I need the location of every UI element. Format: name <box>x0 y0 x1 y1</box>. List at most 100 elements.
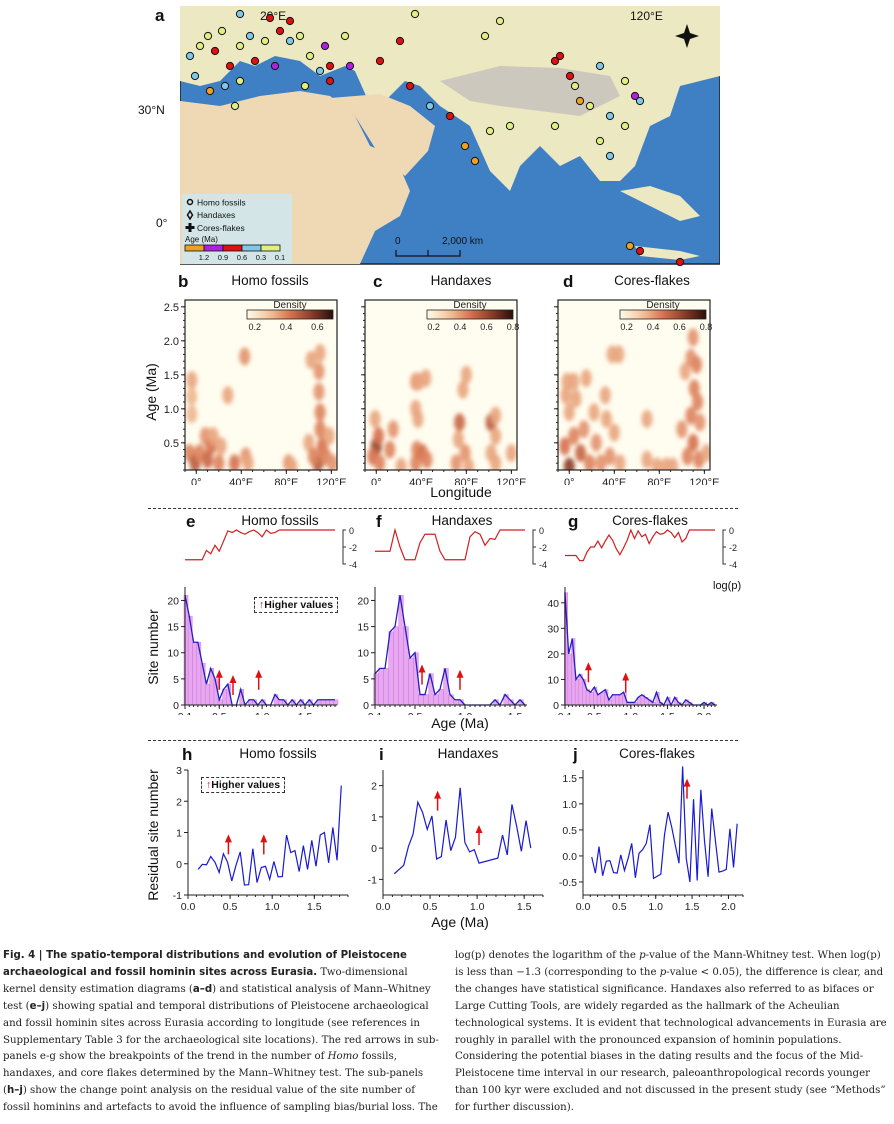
red-arrowhead-icon <box>456 669 464 678</box>
logp-tick-label: -2 <box>539 543 547 553</box>
y-tick-label: 20 <box>167 595 179 607</box>
caption-text: ) showing spatial and temporal distribut… <box>3 1000 439 1063</box>
histogram-bar <box>589 692 594 706</box>
y-tick-label: -0.5 <box>559 877 577 889</box>
density-blob <box>421 450 433 469</box>
histogram-bar <box>325 699 330 706</box>
logp-axis <box>532 529 536 565</box>
y-tick-label: 10 <box>357 648 369 660</box>
caption-text: -value of the Mann-Whitney test. When lo… <box>455 950 881 978</box>
density-blob <box>450 454 462 470</box>
resid-xlabel: Age (Ma) <box>431 914 489 930</box>
red-arrowhead-icon <box>434 790 442 799</box>
age-color-swatch <box>222 244 243 252</box>
site-marker <box>325 61 335 71</box>
panel-label-j: j <box>573 745 578 764</box>
density-blob <box>490 427 502 445</box>
red-arrowhead-icon <box>418 664 426 673</box>
caption-text: -value < 0.05), the difference is clear,… <box>455 966 887 1114</box>
x-tick-label: 0.5 <box>212 711 227 715</box>
site-marker <box>635 246 645 256</box>
colorbar-tick-label: 0.4 <box>280 322 293 332</box>
histogram-bar <box>205 683 210 706</box>
density-blob <box>326 454 337 470</box>
density-blob <box>701 444 710 462</box>
x-tick-label: 80°E <box>274 477 298 485</box>
density-blob <box>692 393 704 411</box>
logp-tick-label: -2 <box>349 543 357 553</box>
residual-handaxes: -1 0 1 2 0.0 0.5 1.0 1.5 <box>368 770 544 913</box>
histogram-bar <box>453 699 459 706</box>
x-tick-label: 0.0 <box>376 901 391 913</box>
age-color-swatch <box>203 244 224 252</box>
site-number-line <box>184 595 335 707</box>
density-blob <box>459 444 471 462</box>
histogram-bar <box>578 674 583 706</box>
red-arrowhead-icon <box>224 834 232 843</box>
density-blob <box>303 433 315 452</box>
density-blob <box>563 403 575 422</box>
density-blob <box>215 437 227 456</box>
logp-line <box>185 529 335 561</box>
density-blob <box>222 386 234 405</box>
caption-bold-text: Fig. 4 | The spatio-temporal distributio… <box>3 950 407 978</box>
site-marker <box>325 76 335 86</box>
histogram-bar <box>575 679 579 706</box>
resid-ylabel: Residual site number <box>145 769 161 901</box>
density-blob <box>313 362 325 381</box>
panel-label-i: i <box>379 745 384 764</box>
logp-tick-label: 0 <box>539 526 544 536</box>
panel-label-b: b <box>178 272 189 291</box>
density-blob <box>242 454 254 470</box>
heatmap-homo-fossils: 0° 40°E 80°E 120°E 0.5 1.0 1.5 2.0 2.5 Density 0.2… <box>164 299 346 485</box>
site-marker <box>585 101 595 111</box>
density-blob <box>207 427 219 445</box>
histogram-bar <box>278 699 283 706</box>
red-arrowhead-icon <box>215 669 223 678</box>
hist-ylabel: Site number <box>145 609 161 685</box>
colorbar-tick-label: 0.8 <box>700 322 713 332</box>
caption-bold-text: e–j <box>29 1000 46 1012</box>
site-marker <box>270 61 280 71</box>
site-marker <box>245 31 255 41</box>
y-tick-label: 1.5 <box>562 773 577 785</box>
density-blob <box>454 413 466 432</box>
density-blob <box>641 450 653 469</box>
age-color-swatch <box>184 244 205 252</box>
density-blob <box>608 423 620 442</box>
site-marker <box>395 36 405 46</box>
red-arrowhead-icon <box>584 662 592 671</box>
x-tick-label: 40°E <box>602 477 626 485</box>
histogram-bar <box>423 694 429 706</box>
colorbar-tick-label: 0.2 <box>249 322 262 332</box>
density-blob <box>568 427 580 445</box>
density-blob <box>563 457 575 470</box>
density-blob <box>600 410 612 428</box>
site-marker <box>575 96 585 106</box>
site-marker <box>285 36 295 46</box>
density-blob <box>186 387 198 406</box>
caption-italic-text: Homo <box>327 1051 359 1063</box>
y-tick-label: 15 <box>357 622 369 634</box>
caption-text: fossils, handaxes, and core flakes deter… <box>3 1051 424 1097</box>
colorbar-tick-label: 0.2 <box>427 322 440 332</box>
density-blob <box>651 457 663 470</box>
y-tick-label: 0.0 <box>562 851 577 863</box>
x-tick-label: 1.0 <box>624 711 639 715</box>
age-tick-label: 0.3 <box>256 253 266 262</box>
site-marker <box>625 241 635 251</box>
panel-title-d: Cores-flakes <box>614 273 690 288</box>
x-tick-label: 120°E <box>496 477 526 485</box>
histogram-bar <box>403 626 409 706</box>
histogram-bar <box>611 694 616 706</box>
red-arrowhead-icon <box>255 669 263 678</box>
density-blob <box>410 454 422 470</box>
site-marker <box>460 141 470 151</box>
caption-italic-text: p <box>639 950 646 961</box>
histogram-bar <box>408 657 414 706</box>
x-tick-label: 0.1 <box>368 711 383 715</box>
map-legend: Homo fossils Handaxes Cores-flakes Age (Ma)… <box>182 194 292 264</box>
site-marker <box>230 101 240 111</box>
density-blob <box>694 413 706 432</box>
colorbar-tick-label: 0.2 <box>620 322 633 332</box>
